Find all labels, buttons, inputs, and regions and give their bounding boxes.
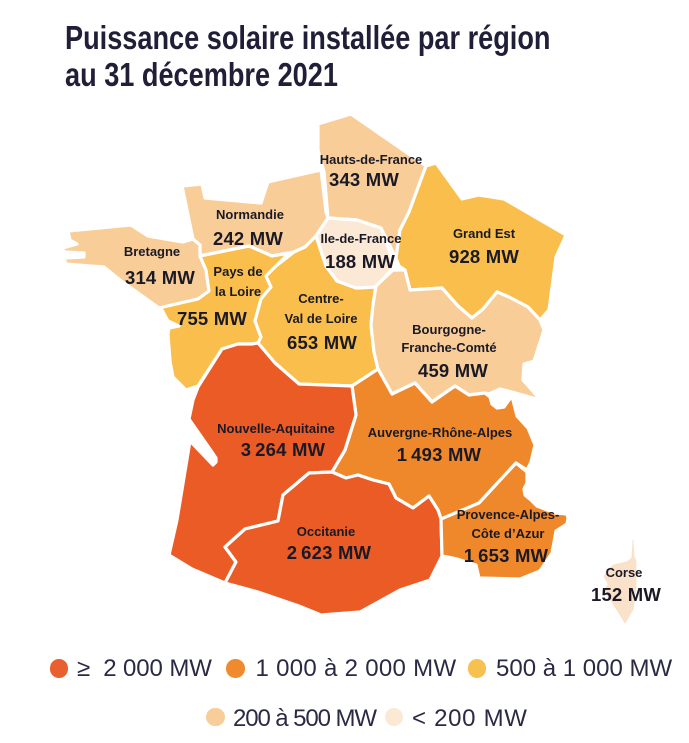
svg-text:755 MW: 755 MW — [177, 308, 247, 329]
svg-text:Centre-: Centre- — [298, 291, 344, 306]
svg-text:Provence-Alpes-: Provence-Alpes- — [457, 507, 560, 522]
svg-text:Nouvelle-Aquitaine: Nouvelle-Aquitaine — [217, 421, 335, 436]
svg-text:653 MW: 653 MW — [287, 332, 357, 353]
svg-text:1 493 MW: 1 493 MW — [397, 444, 482, 465]
svg-text:459 MW: 459 MW — [418, 360, 488, 381]
svg-text:Ile-de-France: Ile-de-France — [321, 231, 402, 246]
svg-text:188 MW: 188 MW — [325, 251, 395, 272]
svg-text:Occitanie: Occitanie — [297, 524, 356, 539]
svg-text:la Loire: la Loire — [215, 284, 261, 299]
svg-text:Hauts-de-France: Hauts-de-France — [320, 152, 423, 167]
svg-text:Bourgogne-: Bourgogne- — [412, 322, 486, 337]
svg-text:Pays de: Pays de — [213, 264, 262, 279]
svg-text:Corse: Corse — [606, 565, 643, 580]
svg-text:928 MW: 928 MW — [449, 246, 519, 267]
svg-text:314 MW: 314 MW — [125, 267, 195, 288]
svg-text:Grand Est: Grand Est — [453, 226, 516, 241]
svg-text:Côte d’Azur: Côte d’Azur — [472, 526, 545, 541]
svg-text:Val de Loire: Val de Loire — [285, 311, 358, 326]
svg-text:Franche-Comté: Franche-Comté — [401, 340, 496, 355]
svg-text:242 MW: 242 MW — [213, 228, 283, 249]
svg-text:343 MW: 343 MW — [329, 169, 399, 190]
svg-text:Bretagne: Bretagne — [124, 244, 180, 259]
svg-text:3 264 MW: 3 264 MW — [241, 439, 326, 460]
svg-text:2 623 MW: 2 623 MW — [287, 542, 372, 563]
svg-text:1 653 MW: 1 653 MW — [464, 545, 549, 566]
svg-text:Auvergne-Rhône-Alpes: Auvergne-Rhône-Alpes — [368, 425, 512, 440]
svg-text:Normandie: Normandie — [216, 207, 284, 222]
svg-text:152 MW: 152 MW — [591, 584, 661, 605]
